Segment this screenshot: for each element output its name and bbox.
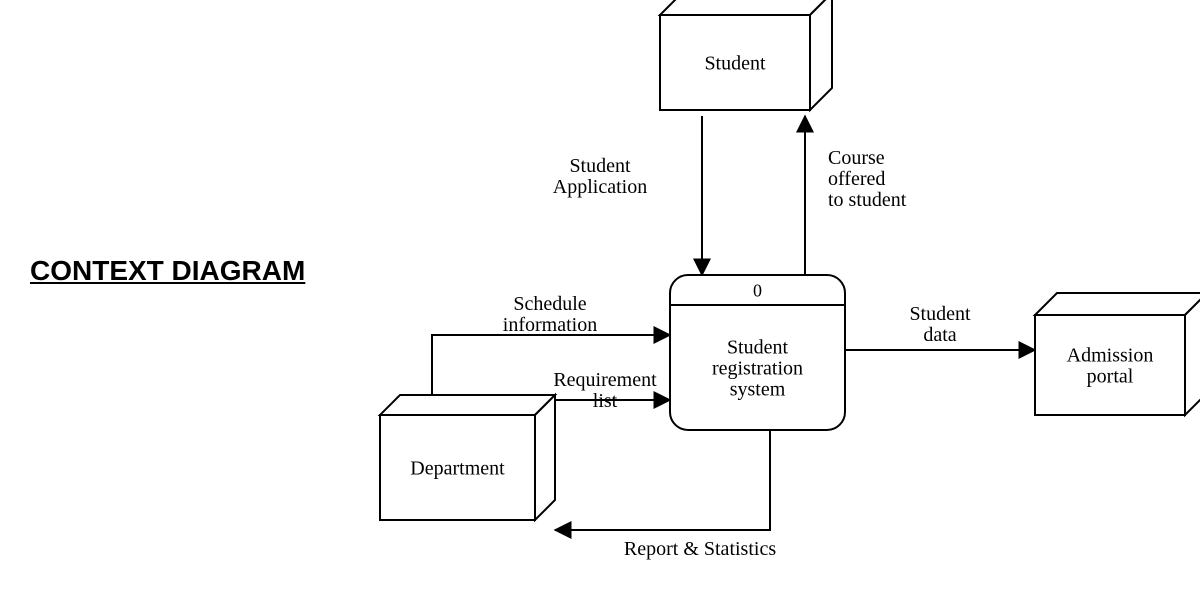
process-srs-number: 0 <box>753 281 762 301</box>
edge-schedule_info-label: Scheduleinformation <box>503 293 597 336</box>
edge-report_stats <box>555 430 770 530</box>
process-srs: 0Studentregistrationsystem <box>670 275 845 430</box>
context-diagram: StudentDepartmentAdmissionportal0Student… <box>0 0 1200 600</box>
edge-report_stats-label: Report & Statistics <box>624 538 776 560</box>
entity-student: Student <box>660 0 832 110</box>
entity-department-label: Department <box>410 458 505 480</box>
page-title: CONTEXT DIAGRAM <box>30 255 305 287</box>
edge-student_data-label: Studentdata <box>909 303 971 346</box>
edge-student_application-label: StudentApplication <box>553 155 647 198</box>
entity-admission: Admissionportal <box>1035 293 1200 415</box>
edge-course_offered-label: Courseofferedto student <box>828 147 907 211</box>
edge-requirement_list-label: Requirementlist <box>553 369 657 412</box>
nodes-layer: StudentDepartmentAdmissionportal0Student… <box>380 0 1200 520</box>
entity-department: Department <box>380 395 555 520</box>
entity-student-label: Student <box>704 53 766 75</box>
